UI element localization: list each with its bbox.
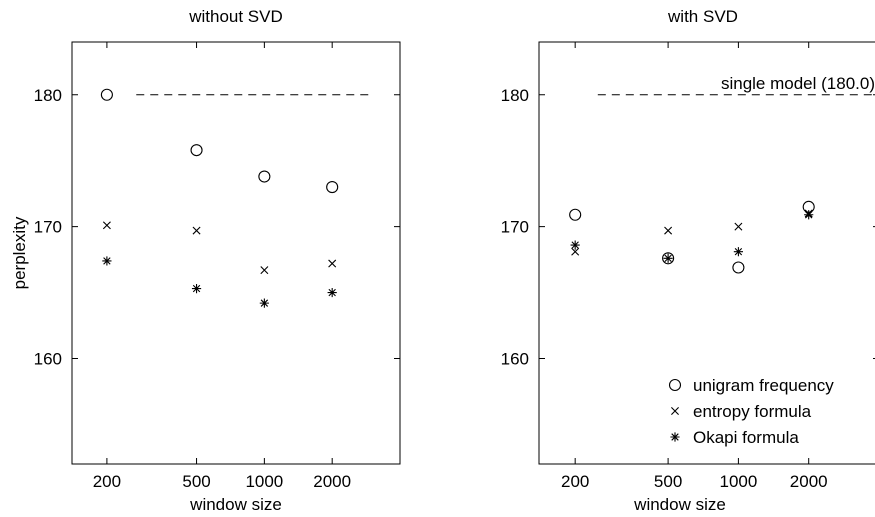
y-axis-label: perplexity [10, 216, 29, 289]
x-tick-label: 500 [182, 472, 210, 491]
y-tick-label: 180 [501, 86, 529, 105]
x-tick-label: 1000 [245, 472, 283, 491]
marker-group [100, 88, 339, 308]
asterisk-marker [733, 247, 744, 257]
x-tick-label: 2000 [313, 472, 351, 491]
reference-line-label: single model (180.0) [721, 74, 875, 93]
x-marker [328, 259, 337, 268]
asterisk-marker [259, 298, 269, 308]
circle-marker [732, 261, 745, 274]
y-tick-label: 170 [501, 218, 529, 237]
x-marker [664, 226, 673, 235]
y-tick-label: 180 [34, 86, 62, 105]
legend-label: entropy formula [693, 402, 812, 421]
legend: unigram frequency entropy formula Okapi fo… [668, 376, 834, 447]
circle-marker [569, 208, 582, 221]
x-marker [734, 222, 743, 231]
x-tick-label: 500 [654, 472, 682, 491]
x-marker [571, 247, 580, 256]
x-marker [260, 266, 269, 275]
y-tick-label: 170 [34, 218, 62, 237]
x-tick-label: 2000 [790, 472, 828, 491]
asterisk-marker [804, 210, 814, 220]
chart-title: with SVD [667, 7, 738, 26]
x-axis-label: window size [633, 495, 726, 514]
x-marker [102, 221, 111, 230]
legend-x-marker [671, 407, 679, 415]
legend-label: Okapi formula [693, 428, 799, 447]
y-tick-label: 160 [34, 350, 62, 369]
asterisk-marker [570, 240, 580, 250]
reference-group: single model (180.0) [597, 74, 875, 96]
plot-frame [538, 41, 875, 465]
panel-without-svd: without SVD perplexity window size 200 50… [10, 7, 401, 514]
circle-marker [190, 144, 203, 157]
asterisk-marker [327, 287, 337, 298]
x-marker [192, 226, 201, 235]
plot-frame [71, 41, 401, 465]
panel-with-svd: with SVD window size 200 500 1000 2000 160 17… [501, 7, 875, 514]
chart-title: without SVD [188, 7, 283, 26]
tick-group: 200 500 1000 2000 160 170 180 [501, 42, 875, 491]
marker-group [569, 200, 815, 274]
asterisk-marker [102, 256, 112, 266]
legend-asterisk-marker [670, 432, 680, 442]
x-axis-label: window size [189, 495, 282, 514]
circle-marker [258, 170, 271, 183]
x-tick-label: 1000 [719, 472, 757, 491]
circle-marker [662, 252, 675, 265]
x-tick-label: 200 [93, 472, 121, 491]
circle-marker [326, 181, 339, 194]
asterisk-marker [663, 253, 673, 263]
tick-group: 200 500 1000 2000 160 170 180 [34, 42, 400, 491]
circle-marker [100, 88, 113, 101]
y-tick-label: 160 [501, 350, 529, 369]
asterisk-marker [191, 284, 202, 294]
legend-circle-marker [668, 378, 682, 392]
legend-label: unigram frequency [693, 376, 834, 395]
x-tick-label: 200 [561, 472, 589, 491]
